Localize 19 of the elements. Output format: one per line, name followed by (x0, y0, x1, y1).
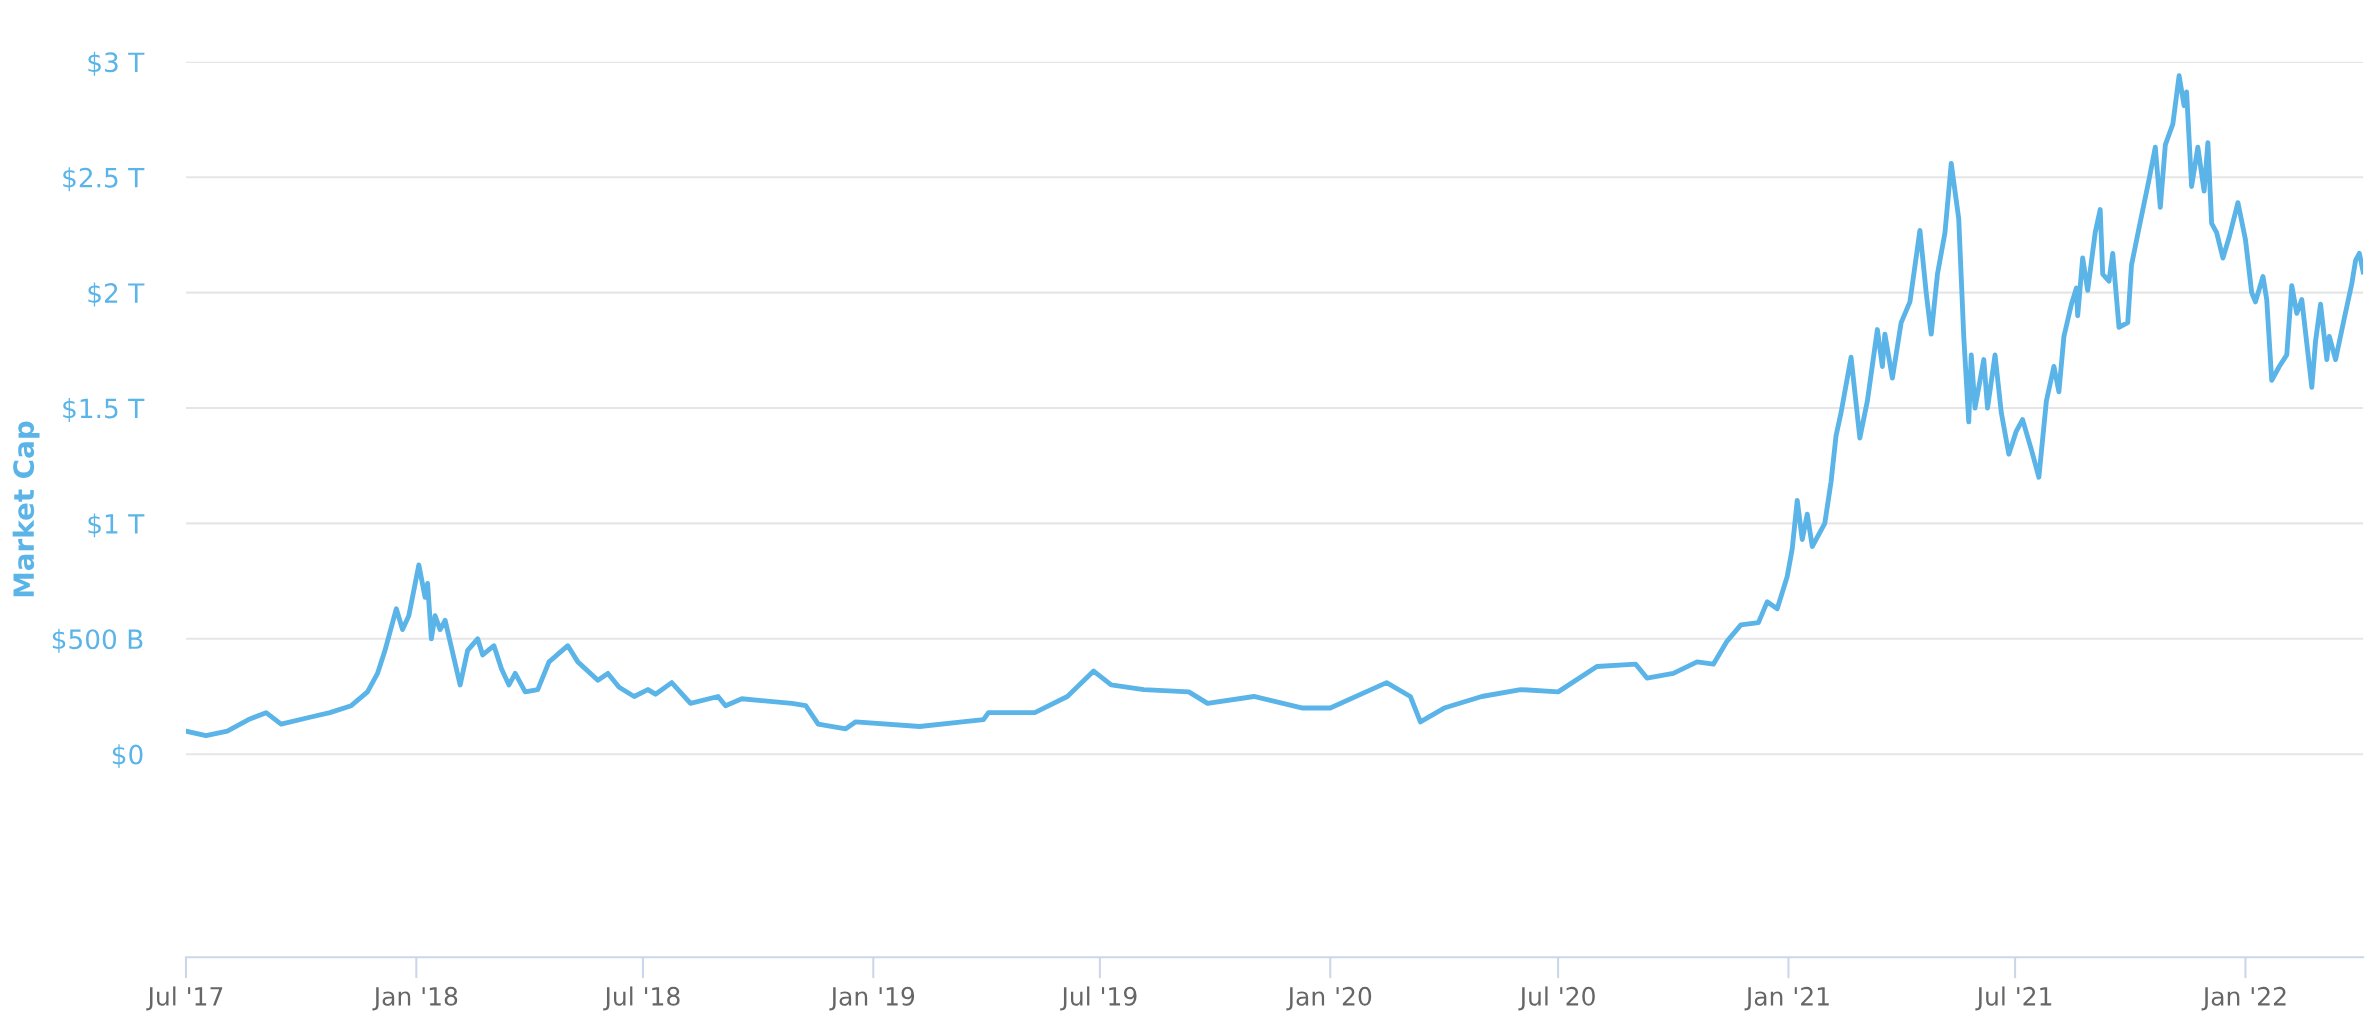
x-tick-label: Jan '21 (1744, 986, 1829, 1011)
x-tick-label: Jan '19 (829, 986, 915, 1011)
y-tick-label: $3 T (88, 51, 145, 76)
x-tick-label: Jul '18 (603, 986, 680, 1011)
x-tick-label: Jul '17 (146, 986, 223, 1011)
x-tick-label: Jan '22 (2201, 986, 2286, 1011)
x-tick-label: Jan '18 (372, 986, 458, 1011)
y-tick-label: $2 T (88, 282, 145, 307)
x-tick-label: Jul '21 (1975, 986, 2052, 1011)
x-tick-label: Jul '20 (1518, 986, 1595, 1011)
y-tick-label: $500 B (52, 628, 143, 653)
y-tick-label: $1.5 T (63, 398, 145, 422)
line-series (185, 73, 2364, 739)
y-axis-title: Market Cap (12, 421, 40, 597)
x-tick-label: Jan '20 (1286, 986, 1372, 1011)
x-tick-label: Jul '19 (1060, 986, 1137, 1011)
y-tick-label: $1 T (88, 513, 145, 538)
y-tick-label: $0 (112, 744, 143, 769)
y-tick-label: $2.5 T (63, 167, 145, 192)
